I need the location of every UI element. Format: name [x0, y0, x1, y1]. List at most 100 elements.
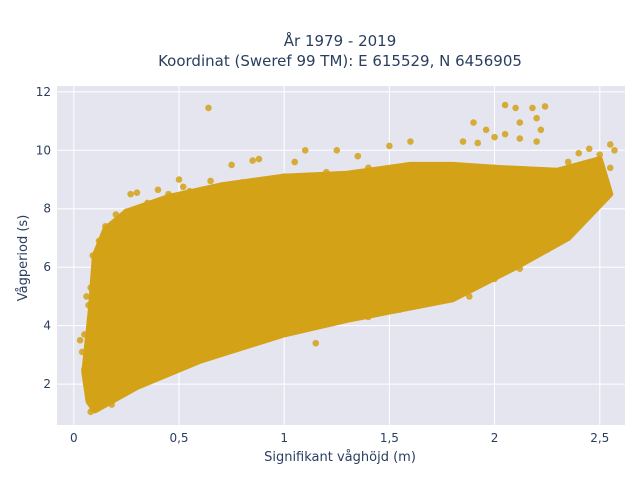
- scatter-point: [501, 260, 509, 268]
- scatter-point: [102, 222, 109, 230]
- scatter-point: [165, 190, 172, 198]
- scatter-point: [312, 339, 320, 347]
- scatter-point: [407, 300, 414, 308]
- scatter-point: [466, 293, 473, 300]
- scatter-point: [501, 101, 509, 109]
- scatter-point: [386, 297, 393, 305]
- scatter-point: [205, 104, 212, 112]
- scatter-point: [333, 146, 341, 154]
- chart-title-line-1: År 1979 - 2019: [284, 31, 397, 50]
- scatter-point: [228, 161, 235, 169]
- scatter-point: [78, 348, 86, 356]
- scatter-point: [301, 146, 309, 154]
- scatter-point: [449, 164, 456, 172]
- scatter-point: [91, 389, 99, 397]
- scatter-point: [259, 177, 267, 185]
- y-tick-label: 8: [43, 202, 51, 216]
- scatter-point: [83, 380, 90, 388]
- scatter-point: [480, 271, 488, 278]
- y-axis-title: Vågperiod (s): [16, 215, 31, 302]
- scatter-point: [575, 149, 583, 157]
- scatter-point: [123, 208, 130, 215]
- scatter-point: [81, 366, 88, 373]
- scatter-point: [217, 348, 225, 356]
- y-tick-label: 6: [43, 260, 51, 274]
- scatter-point: [480, 173, 488, 180]
- scatter-point: [280, 328, 288, 335]
- scatter-point: [87, 408, 94, 416]
- scatter-point: [354, 296, 362, 303]
- scatter-point: [83, 293, 90, 300]
- scatter-point: [611, 146, 618, 154]
- scatter-point: [444, 284, 452, 291]
- scatter-point: [596, 151, 604, 158]
- scatter-point: [95, 402, 103, 410]
- scatter-point: [123, 380, 130, 388]
- scatter-point: [533, 222, 540, 230]
- scatter-point: [175, 176, 183, 183]
- scatter-point: [144, 372, 151, 379]
- scatter-point: [322, 168, 330, 176]
- scatter-point: [396, 306, 404, 313]
- scatter-point: [543, 246, 551, 253]
- scatter-point: [259, 336, 267, 344]
- x-tick-label: 2: [491, 431, 499, 445]
- scatter-point: [165, 363, 172, 370]
- x-axis-tick-labels: 0 0,5 1 1,5 2 2,5: [70, 431, 609, 445]
- scatter-point: [596, 199, 604, 207]
- scatter-point: [91, 263, 99, 271]
- scatter-point: [533, 167, 540, 175]
- scatter-point: [564, 158, 572, 166]
- scatter-point: [529, 104, 536, 112]
- scatter-point: [491, 164, 498, 172]
- scatter-point: [112, 385, 120, 392]
- x-tick-label: 1,5: [380, 431, 399, 445]
- scatter-point: [238, 179, 246, 186]
- scatter-point: [459, 138, 467, 145]
- chart-title-line-2: Koordinat (Sweref 99 TM): E 615529, N 64…: [158, 52, 522, 70]
- scatter-point: [533, 138, 540, 145]
- scatter-point: [354, 152, 362, 160]
- scatter-point: [491, 275, 498, 283]
- scatter-points: [76, 101, 618, 416]
- scatter-point: [322, 316, 330, 324]
- scatter-point: [516, 119, 524, 126]
- y-tick-label: 12: [36, 85, 51, 99]
- scatter-point: [474, 260, 482, 268]
- scatter-point: [154, 202, 162, 210]
- y-axis-tick-labels: 2 4 6 8 10 12: [36, 85, 51, 391]
- scatter-point: [81, 331, 88, 338]
- scatter-point: [541, 103, 549, 110]
- scatter-point: [592, 179, 599, 186]
- scatter-point: [87, 284, 94, 291]
- scatter-point: [306, 316, 313, 324]
- scatter-point: [516, 265, 524, 272]
- scatter-point: [482, 126, 490, 134]
- scatter-point: [291, 158, 299, 166]
- x-tick-label: 0: [70, 431, 78, 445]
- scatter-point: [606, 164, 614, 172]
- scatter-point: [280, 173, 288, 180]
- x-axis-title: Signifikant våghöjd (m): [264, 450, 416, 465]
- scatter-point: [76, 336, 84, 344]
- scatter-point: [154, 186, 162, 194]
- scatter-point: [474, 139, 482, 147]
- scatter-point: [585, 170, 593, 177]
- scatter-point: [102, 392, 109, 400]
- scatter-point: [301, 325, 309, 332]
- scatter-point: [533, 205, 540, 213]
- scatter-point: [365, 313, 372, 321]
- scatter-point: [108, 401, 115, 408]
- scatter-point: [344, 307, 351, 315]
- scatter-point: [459, 275, 467, 283]
- scatter-point: [264, 332, 271, 340]
- scatter-point: [438, 297, 446, 305]
- scatter-point: [606, 141, 614, 148]
- scatter-point: [217, 184, 225, 192]
- scatter-point: [554, 228, 561, 236]
- x-tick-label: 0,5: [169, 431, 188, 445]
- scatter-point: [365, 164, 372, 172]
- x-tick-label: 2,5: [590, 431, 609, 445]
- scatter-point: [196, 354, 204, 362]
